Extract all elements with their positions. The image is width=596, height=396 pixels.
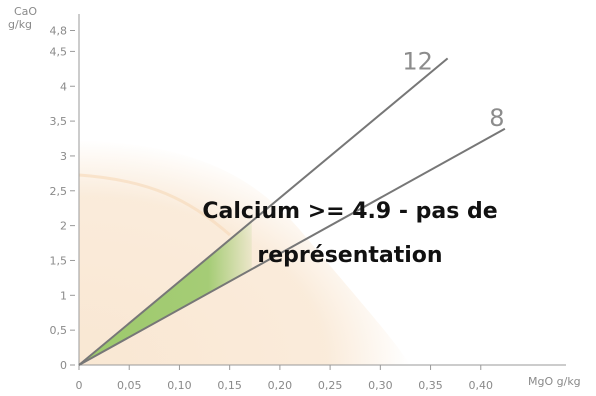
y-axis-title-line1: CaO (14, 5, 37, 18)
series-label: 8 (489, 104, 504, 132)
x-tick-label: 0 (76, 379, 83, 392)
x-tick-label: 0,15 (217, 379, 242, 392)
x-tick-label: 0,25 (318, 379, 343, 392)
series-label: 12 (402, 47, 433, 75)
series-line (78, 127, 506, 366)
y-tick-label: 3,5 (50, 115, 68, 128)
y-axis-ticks: 0 0,5 1 1,5 2 2,5 3 3,5 4 4,5 4,8 (50, 25, 75, 372)
x-axis-title: MgO g/kg (528, 375, 581, 388)
y-tick-label: 2 (60, 220, 67, 233)
y-tick-label: 4,8 (50, 25, 68, 38)
annotation-line1: Calcium >= 4.9 - pas de (202, 199, 497, 224)
y-tick-label: 4,5 (50, 45, 68, 58)
y-axis-title-line2: g/kg (8, 18, 32, 31)
x-tick-label: 0,10 (167, 379, 192, 392)
x-tick-label: 0,05 (117, 379, 142, 392)
y-tick-label: 1 (60, 289, 67, 302)
background-zone-edge (78, 173, 231, 237)
axes (78, 14, 566, 366)
x-tick-label: 0,35 (418, 379, 443, 392)
y-tick-label: 2,5 (50, 185, 68, 198)
x-tick-label: 0,20 (268, 379, 293, 392)
annotation-line2: représentation (257, 243, 442, 268)
x-tick-label: 0,30 (368, 379, 393, 392)
x-tick-label: 0,40 (469, 379, 494, 392)
y-tick-label: 0 (60, 359, 67, 372)
series-lines: 12 8 (78, 47, 506, 366)
y-tick-label: 4 (60, 80, 67, 93)
x-axis-ticks: 0 0,05 0,10 0,15 0,20 0,25 0,30 0,35 0,40 (76, 365, 494, 392)
series-line (78, 57, 449, 366)
y-tick-label: 1,5 (50, 254, 68, 267)
y-tick-label: 3 (60, 150, 67, 163)
y-tick-label: 0,5 (50, 324, 68, 337)
